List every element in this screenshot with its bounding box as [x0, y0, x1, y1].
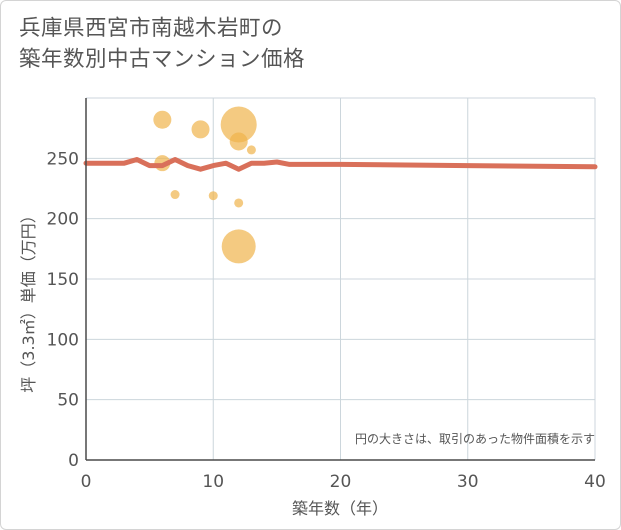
y-tick-label: 50: [57, 391, 79, 411]
y-tick-label: 0: [68, 451, 79, 471]
data-point: [208, 191, 218, 201]
data-point: [246, 145, 256, 155]
data-points: [153, 106, 257, 264]
y-axis-label: 坪（3.3㎡）単価（万円）: [19, 207, 38, 392]
chart-title: 兵庫県西宮市南越木岩町の 築年数別中古マンション価格: [19, 13, 305, 75]
size-legend-note: 円の大きさは、取引のあった物件面積を示す: [355, 431, 595, 446]
data-point: [153, 110, 172, 129]
x-tick-label: 30: [457, 472, 479, 492]
x-tick-label: 20: [330, 472, 352, 492]
data-point: [191, 120, 210, 139]
y-tick-label: 200: [47, 210, 79, 230]
chart-title-line1: 兵庫県西宮市南越木岩町の: [19, 16, 284, 41]
chart-title-line2: 築年数別中古マンション価格: [19, 47, 306, 72]
trend-line: [83, 157, 598, 172]
trend-line-group: [83, 157, 598, 172]
y-tick-labels: 0 50 100 150 200 250: [47, 149, 79, 471]
x-tick-labels: 0 10 20 30 40: [81, 472, 606, 492]
data-point: [221, 229, 256, 264]
data-point: [220, 106, 257, 143]
data-point: [234, 198, 244, 208]
y-tick-label: 150: [47, 270, 79, 290]
y-tick-label: 100: [47, 330, 79, 350]
x-tick-label: 40: [584, 472, 606, 492]
data-point: [229, 132, 248, 151]
axes: [85, 98, 595, 461]
x-tick-label: 0: [81, 472, 92, 492]
x-tick-label: 10: [202, 472, 224, 492]
data-point: [170, 190, 180, 200]
y-tick-label: 250: [47, 149, 79, 169]
x-axis-label: 築年数（年）: [292, 499, 388, 518]
